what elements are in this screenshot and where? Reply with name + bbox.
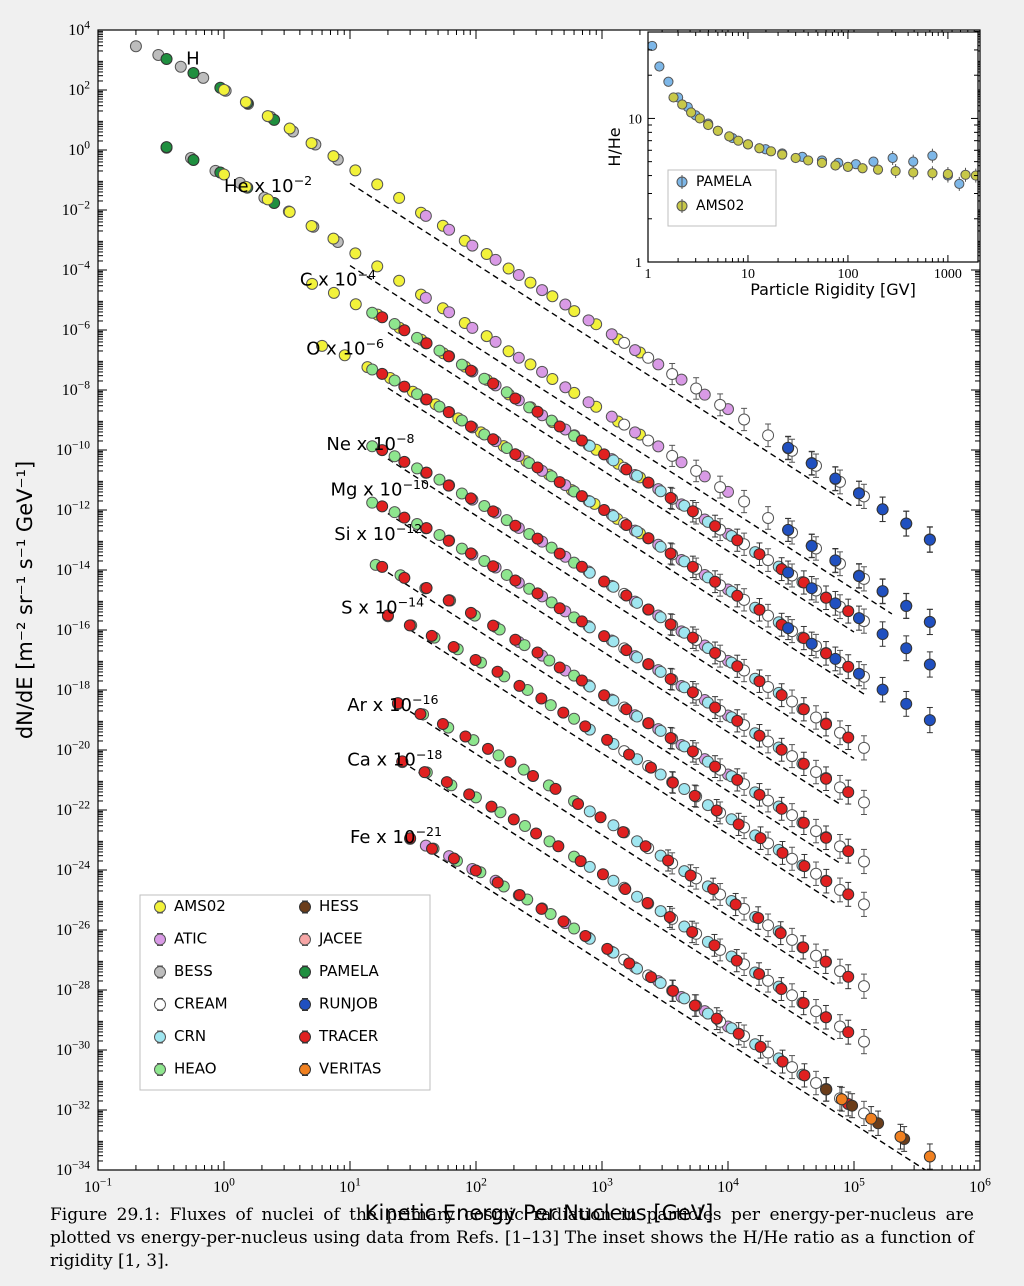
svg-text:HESS: HESS <box>319 897 359 915</box>
svg-text:102: 102 <box>465 1177 487 1196</box>
caption-text: Fluxes of nuclei of the primary cosmic r… <box>50 1205 974 1271</box>
svg-text:100: 100 <box>68 140 90 159</box>
svg-text:106: 106 <box>969 1177 991 1196</box>
svg-text:H/He: H/He <box>605 127 624 166</box>
svg-text:10−24: 10−24 <box>56 860 90 879</box>
svg-text:PAMELA: PAMELA <box>696 174 752 190</box>
svg-text:104: 104 <box>717 1177 739 1196</box>
svg-text:JACEE: JACEE <box>318 930 363 948</box>
svg-text:101: 101 <box>339 1177 361 1196</box>
caption-number: Figure 29.1: <box>50 1205 160 1225</box>
svg-text:10−34: 10−34 <box>56 1160 90 1179</box>
svg-text:10−26: 10−26 <box>56 920 90 939</box>
svg-text:HEAO: HEAO <box>174 1060 217 1078</box>
svg-text:Particle Rigidity [GV]: Particle Rigidity [GV] <box>750 280 916 299</box>
svg-text:10−2: 10−2 <box>62 200 90 219</box>
svg-text:ATIC: ATIC <box>174 930 207 948</box>
svg-text:10−16: 10−16 <box>56 620 90 639</box>
svg-text:10−28: 10−28 <box>56 980 90 999</box>
svg-text:RUNJOB: RUNJOB <box>319 995 378 1013</box>
svg-text:10−4: 10−4 <box>62 260 90 279</box>
svg-text:10−32: 10−32 <box>56 1100 90 1119</box>
svg-text:CRN: CRN <box>174 1027 206 1045</box>
svg-text:10−6: 10−6 <box>62 320 90 339</box>
svg-text:10: 10 <box>628 112 642 127</box>
svg-text:10−14: 10−14 <box>56 560 90 579</box>
svg-text:TRACER: TRACER <box>318 1027 378 1045</box>
svg-text:1: 1 <box>645 267 652 282</box>
figure: 10−110010110210310410510610−3410−3210−30… <box>0 0 1024 1286</box>
svg-text:10−18: 10−18 <box>56 680 90 699</box>
svg-text:10−30: 10−30 <box>56 1040 90 1059</box>
svg-text:10−1: 10−1 <box>84 1177 112 1196</box>
svg-text:1000: 1000 <box>934 267 962 282</box>
svg-text:VERITAS: VERITAS <box>319 1060 381 1078</box>
svg-text:100: 100 <box>213 1177 235 1196</box>
svg-text:104: 104 <box>68 20 90 39</box>
svg-text:10−10: 10−10 <box>56 440 90 459</box>
svg-text:10−20: 10−20 <box>56 740 90 759</box>
figure-caption: Figure 29.1: Fluxes of nuclei of the pri… <box>50 1204 974 1273</box>
svg-text:105: 105 <box>843 1177 865 1196</box>
svg-text:PAMELA: PAMELA <box>319 962 379 980</box>
svg-text:10−22: 10−22 <box>56 800 90 819</box>
svg-text:H: H <box>186 49 200 70</box>
svg-text:AMS02: AMS02 <box>174 897 226 915</box>
svg-text:BESS: BESS <box>174 962 213 980</box>
svg-text:1: 1 <box>635 256 642 271</box>
svg-text:10−8: 10−8 <box>62 380 90 399</box>
svg-text:102: 102 <box>68 80 90 99</box>
svg-text:103: 103 <box>591 1177 613 1196</box>
svg-text:CREAM: CREAM <box>174 995 228 1013</box>
svg-text:10−12: 10−12 <box>56 500 90 519</box>
svg-text:AMS02: AMS02 <box>696 198 744 214</box>
svg-text:dN/dE [m⁻² sr⁻¹ s⁻¹ GeV⁻¹]: dN/dE [m⁻² sr⁻¹ s⁻¹ GeV⁻¹] <box>13 461 37 739</box>
plot-svg: 10−110010110210310410510610−3410−3210−30… <box>0 0 1024 1286</box>
